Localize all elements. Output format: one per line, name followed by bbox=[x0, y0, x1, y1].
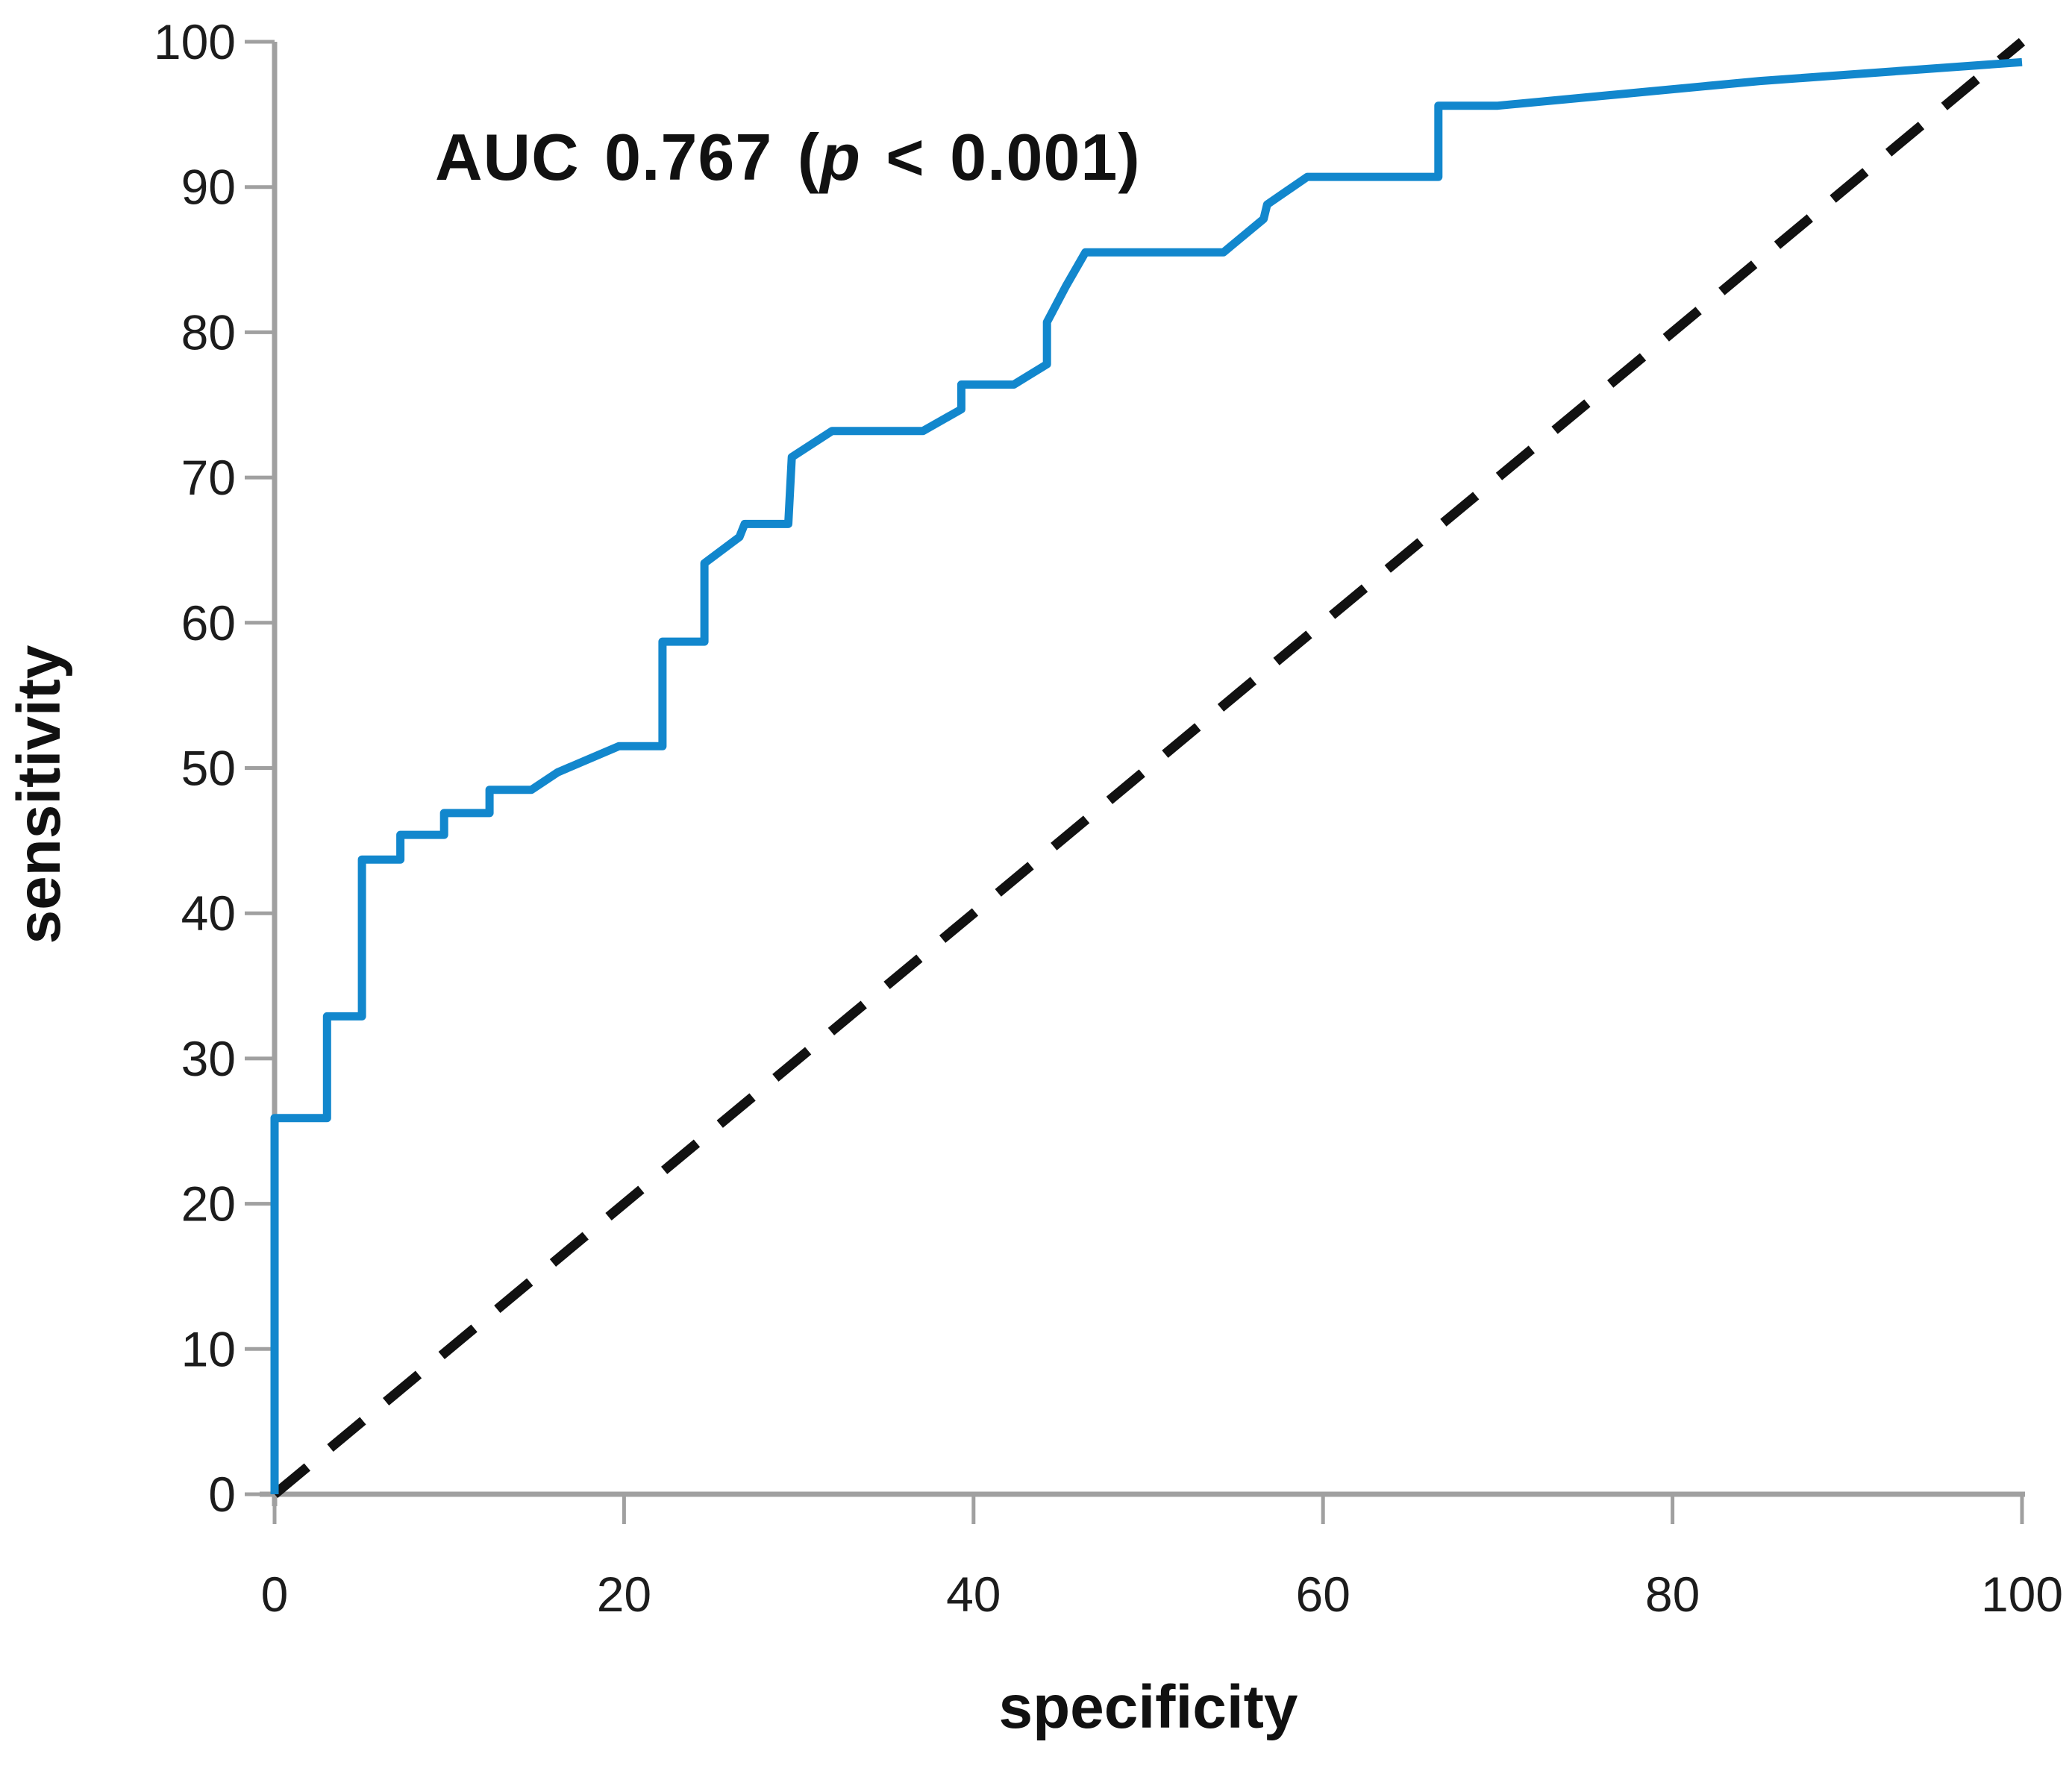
auc-annotation-prefix: AUC 0.767 ( bbox=[435, 120, 821, 194]
auc-annotation: AUC 0.767 (p < 0.001) bbox=[435, 119, 1141, 195]
tick-labels: 0 20 40 60 80 100 0 10 20 30 40 50 60 70 80 90 100 bbox=[154, 14, 2063, 1622]
roc-curve-line bbox=[270, 57, 2023, 1494]
y-tick-label: 10 bbox=[181, 1321, 236, 1376]
x-tick-label: 40 bbox=[946, 1567, 1001, 1622]
x-tick-label: 0 bbox=[261, 1567, 289, 1622]
y-tick-label: 20 bbox=[181, 1176, 236, 1232]
p-value-symbol: p bbox=[820, 120, 861, 194]
tick-marks bbox=[245, 40, 2024, 1524]
y-tick-label: 30 bbox=[181, 1031, 236, 1086]
y-tick-label: 70 bbox=[181, 450, 236, 505]
y-axis-title: sensitivity bbox=[5, 645, 73, 944]
x-tick-label: 60 bbox=[1295, 1567, 1350, 1622]
y-tick-label: 90 bbox=[181, 160, 236, 215]
x-axis-title: specificity bbox=[998, 1673, 1298, 1741]
x-tick-label: 20 bbox=[597, 1567, 651, 1622]
y-tick-label: 40 bbox=[181, 886, 236, 941]
y-tick-label: 50 bbox=[181, 741, 236, 796]
y-tick-label: 100 bbox=[154, 14, 236, 69]
y-tick-label: 60 bbox=[181, 595, 236, 651]
reference-diagonal-line bbox=[271, 38, 2026, 1498]
x-tick-label: 100 bbox=[1981, 1567, 2063, 1622]
y-tick-label: 80 bbox=[181, 304, 236, 360]
x-tick-label: 80 bbox=[1645, 1567, 1700, 1622]
y-tick-label: 0 bbox=[208, 1467, 236, 1522]
auc-annotation-suffix: < 0.001) bbox=[860, 120, 1141, 194]
